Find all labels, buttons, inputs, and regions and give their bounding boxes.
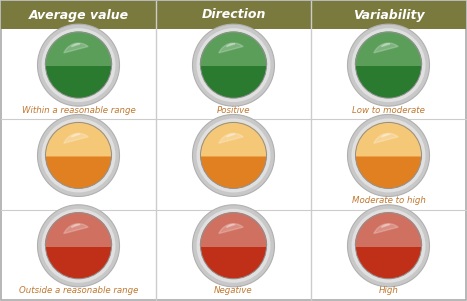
Circle shape: [42, 119, 115, 192]
Text: Average value: Average value: [28, 8, 128, 21]
Polygon shape: [374, 224, 398, 234]
Polygon shape: [226, 224, 235, 227]
Circle shape: [352, 119, 425, 192]
Text: Outside a reasonable range: Outside a reasonable range: [19, 287, 138, 296]
Polygon shape: [382, 44, 390, 47]
Polygon shape: [219, 133, 243, 143]
Circle shape: [45, 32, 112, 98]
Text: Low to moderate: Low to moderate: [352, 106, 425, 115]
Circle shape: [45, 123, 112, 188]
Polygon shape: [200, 213, 267, 246]
Circle shape: [347, 24, 430, 106]
Polygon shape: [382, 134, 390, 137]
Bar: [156, 1, 311, 29]
Polygon shape: [226, 44, 235, 47]
Circle shape: [197, 119, 270, 192]
Text: High: High: [379, 287, 398, 296]
Circle shape: [197, 28, 270, 102]
Polygon shape: [64, 224, 88, 234]
Circle shape: [347, 205, 430, 287]
Circle shape: [355, 213, 422, 279]
Polygon shape: [71, 224, 80, 227]
Polygon shape: [219, 224, 243, 234]
Circle shape: [197, 209, 270, 283]
Text: Moderate to high: Moderate to high: [352, 196, 425, 205]
Polygon shape: [64, 43, 88, 53]
Circle shape: [347, 114, 430, 197]
Circle shape: [192, 114, 275, 197]
Circle shape: [42, 28, 115, 102]
Polygon shape: [200, 123, 267, 156]
Polygon shape: [374, 133, 398, 143]
Polygon shape: [382, 224, 390, 227]
Text: Within a reasonable range: Within a reasonable range: [21, 106, 135, 115]
Polygon shape: [45, 32, 112, 65]
Circle shape: [45, 213, 112, 279]
Polygon shape: [374, 43, 398, 53]
Polygon shape: [355, 123, 422, 156]
Polygon shape: [45, 123, 112, 156]
Polygon shape: [219, 43, 243, 53]
Circle shape: [352, 28, 425, 102]
Polygon shape: [45, 213, 112, 246]
Circle shape: [37, 24, 120, 106]
Circle shape: [37, 205, 120, 287]
Circle shape: [37, 114, 120, 197]
Polygon shape: [64, 133, 88, 143]
Polygon shape: [71, 44, 80, 47]
Circle shape: [200, 213, 267, 279]
Bar: [311, 1, 466, 29]
Circle shape: [200, 123, 267, 188]
Text: Variability: Variability: [353, 8, 425, 21]
Polygon shape: [355, 213, 422, 246]
Polygon shape: [355, 32, 422, 65]
Circle shape: [355, 32, 422, 98]
Text: Negative: Negative: [214, 287, 253, 296]
Circle shape: [42, 209, 115, 283]
Polygon shape: [226, 134, 235, 137]
Text: Positive: Positive: [217, 106, 250, 115]
Polygon shape: [200, 32, 267, 65]
Bar: [1, 1, 156, 29]
Circle shape: [192, 24, 275, 106]
Circle shape: [352, 209, 425, 283]
Circle shape: [355, 123, 422, 188]
Text: Direction: Direction: [201, 8, 266, 21]
Polygon shape: [71, 134, 80, 137]
Circle shape: [192, 205, 275, 287]
Circle shape: [200, 32, 267, 98]
